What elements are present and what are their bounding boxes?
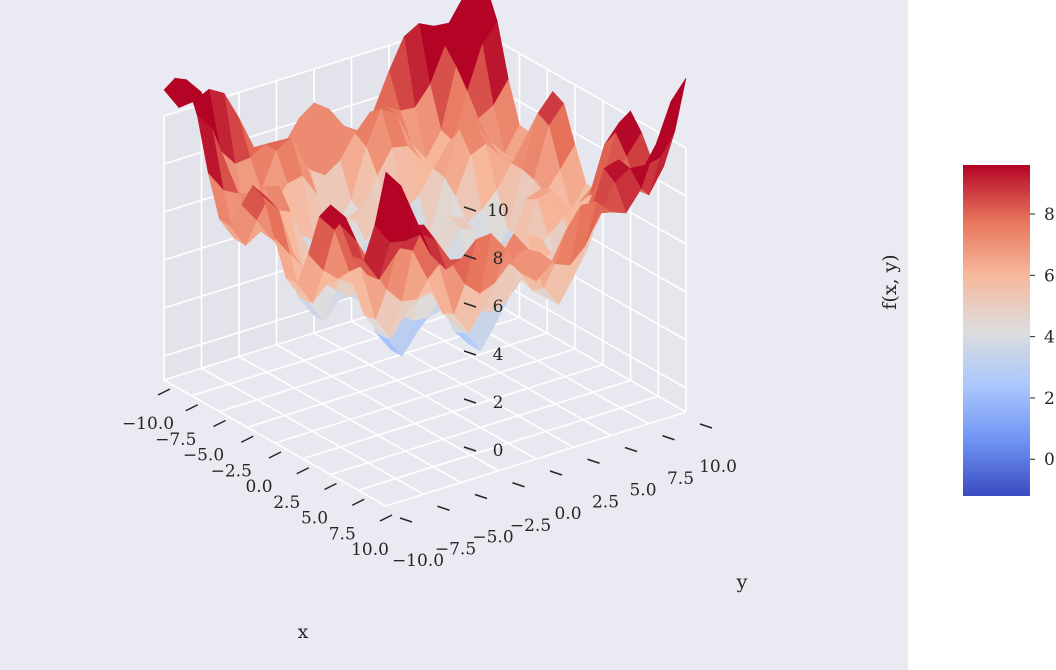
y-tick-mark <box>624 446 638 453</box>
y-tick-label: −5.0 <box>472 528 513 548</box>
z-tick-label: 2 <box>493 393 504 413</box>
colorbar-tick-label: 2 <box>1044 389 1055 409</box>
z-tick-mark <box>463 350 477 356</box>
x-tick-mark <box>351 498 365 506</box>
x-tick-mark <box>240 435 254 443</box>
axis-ticks: −10.0−7.5−5.0−2.50.02.55.07.510.0−10.0−7… <box>122 201 737 571</box>
y-tick-mark <box>437 505 450 511</box>
x-tick-mark <box>213 419 226 428</box>
y-tick-label: 5.0 <box>629 481 656 501</box>
y-tick-mark <box>587 458 600 464</box>
x-tick-label: −10.0 <box>122 414 174 434</box>
gridline-y-floor <box>388 308 612 437</box>
x-tick-label: 2.5 <box>273 493 300 513</box>
colorbar <box>963 165 1030 496</box>
y-tick-mark <box>474 493 488 500</box>
y-tick-label: 10.0 <box>699 457 737 477</box>
x-tick-mark <box>157 388 171 396</box>
z-tick-mark <box>463 398 477 404</box>
colorbar-tick-label: 0 <box>1044 450 1055 470</box>
y-tick-label: −2.5 <box>510 516 551 536</box>
y-tick-mark <box>662 435 675 441</box>
y-tick-label: 0.0 <box>554 504 581 524</box>
y-tick-label: 7.5 <box>667 469 694 489</box>
y-tick-mark <box>399 517 413 523</box>
x-tick-label: −2.5 <box>211 461 252 481</box>
x-tick-label: −7.5 <box>155 430 196 450</box>
x-tick-mark <box>324 482 337 491</box>
y-tick-mark <box>549 470 563 476</box>
z-tick-mark <box>463 206 477 212</box>
x-tick-label: 10.0 <box>351 540 389 560</box>
x-tick-label: 5.0 <box>301 509 328 529</box>
gridline-y-floor <box>313 332 537 460</box>
z-tick-label: 4 <box>493 345 504 365</box>
x-tick-label: −5.0 <box>183 446 224 466</box>
x-tick-label: 0.0 <box>245 477 272 497</box>
gridline-y-floor <box>163 379 387 507</box>
z-tick-label: 6 <box>493 297 504 317</box>
colorbar-tick-label: 6 <box>1044 266 1055 286</box>
colorbar-tick-label: 8 <box>1044 205 1055 225</box>
surface-face <box>374 171 402 243</box>
y-tick-label: 2.5 <box>592 492 619 512</box>
x-tick-mark <box>379 514 393 522</box>
z-tick-mark <box>463 254 477 260</box>
z-tick-label: 8 <box>493 249 504 269</box>
x-axis-label: x <box>298 621 309 643</box>
x-tick-mark <box>185 404 199 412</box>
z-axis-label: f(x, y) <box>879 254 901 309</box>
colorbar-tick-label: 4 <box>1044 328 1055 348</box>
y-tick-label: −10.0 <box>392 551 444 571</box>
x-tick-mark <box>268 451 282 459</box>
surface <box>163 0 687 357</box>
x-tick-mark <box>296 467 310 475</box>
y-axis-label: y <box>736 571 748 593</box>
y-tick-mark <box>512 482 525 488</box>
z-tick-label: 0 <box>493 441 504 461</box>
y-tick-mark <box>699 423 713 429</box>
z-tick-label: 10 <box>487 201 509 221</box>
z-tick-mark <box>463 446 477 452</box>
x-tick-label: 7.5 <box>329 524 356 544</box>
z-tick-mark <box>463 302 477 308</box>
gridline-y-floor <box>201 367 424 495</box>
gridline-y-floor <box>238 355 462 484</box>
gridline-y-floor <box>276 344 499 472</box>
y-tick-label: −7.5 <box>435 539 476 559</box>
colorbar-ticks: 0 2 4 6 8 <box>1030 205 1055 470</box>
